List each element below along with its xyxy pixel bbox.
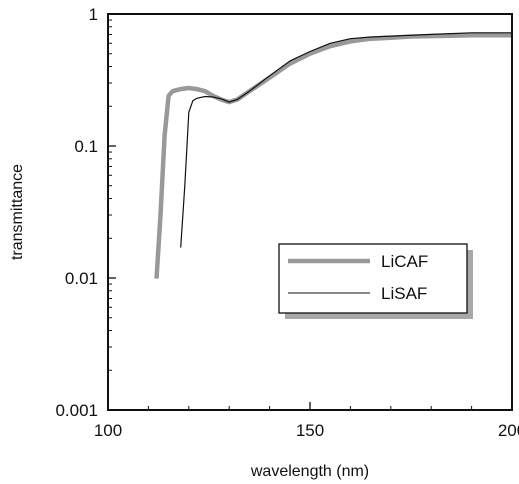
axis-ticks: 100 150 200 0.001 0.01 0.1 1 <box>55 5 519 440</box>
y-axis-label: transmittance <box>9 164 26 260</box>
chart-marks <box>154 32 512 279</box>
x-tick-label: 150 <box>296 421 324 440</box>
x-tick-label: 200 <box>498 421 519 440</box>
legend: LiCAF LiSAF <box>278 243 473 319</box>
y-tick-label: 1 <box>89 5 98 24</box>
x-tick-label: 100 <box>94 421 122 440</box>
legend-label-licaf: LiCAF <box>381 252 428 271</box>
y-tick-label: 0.001 <box>55 401 98 420</box>
plot-frame <box>107 13 513 411</box>
y-tick-label: 0.1 <box>74 137 98 156</box>
legend-box <box>278 243 468 314</box>
series-line-lisaf <box>180 32 512 248</box>
legend-label-lisaf: LiSAF <box>381 284 427 303</box>
series-line-licaf <box>154 33 512 279</box>
x-axis-label: wavelength (nm) <box>250 463 369 480</box>
y-tick-label: 0.01 <box>65 269 98 288</box>
